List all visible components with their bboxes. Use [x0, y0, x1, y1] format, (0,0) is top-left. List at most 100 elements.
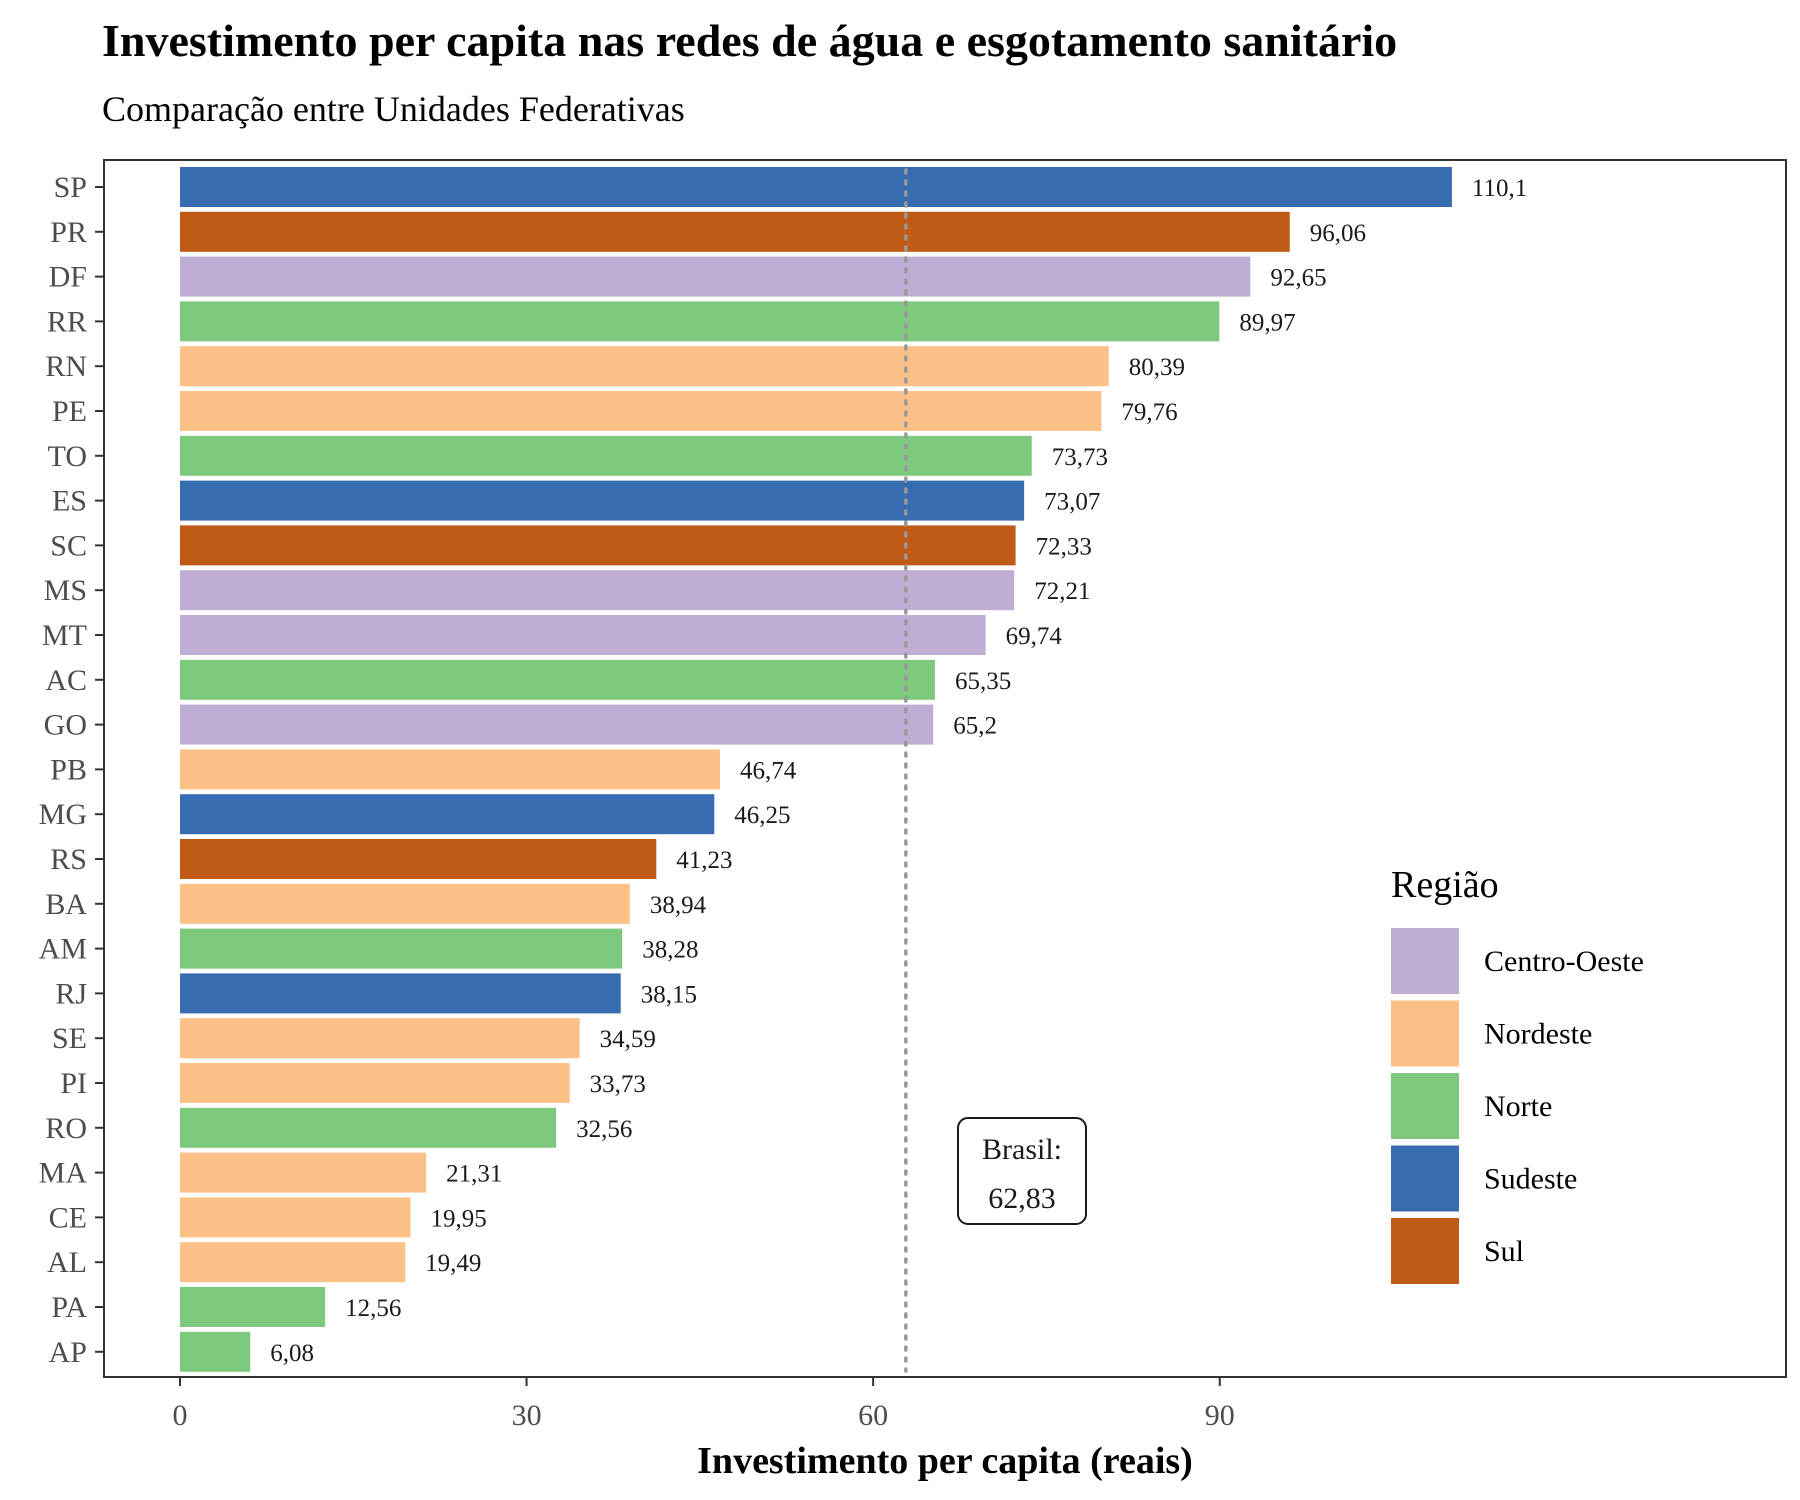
y-tick-label-to: TO — [48, 440, 87, 473]
bar-value-label-pe: 79,76 — [1121, 399, 1177, 426]
bar-value-label-mt: 69,74 — [1006, 623, 1063, 650]
bar-labels-group: 110,1 96,06 92,65 89,97 80,39 79,76 73,73 73,07… — [270, 175, 1527, 1367]
bar-value-label-go: 65,2 — [953, 713, 997, 740]
bar-pb — [180, 749, 720, 790]
y-tick-label-ro: RO — [45, 1112, 87, 1145]
bar-value-label-al: 19,49 — [425, 1250, 481, 1277]
y-tick-label-ba: BA — [45, 888, 87, 921]
bar-pa — [180, 1287, 326, 1327]
annotation-label-line1: Brasil: — [982, 1133, 1062, 1166]
bar-value-label-df: 92,65 — [1270, 265, 1326, 292]
bar-value-label-ba: 38,94 — [650, 892, 707, 919]
bar-value-label-pb: 46,74 — [740, 757, 797, 784]
y-tick-label-pe: PE — [52, 395, 87, 428]
bar-value-label-to: 73,73 — [1052, 444, 1108, 471]
x-tick-label-30: 30 — [512, 1399, 542, 1432]
y-tick-label-mt: MT — [42, 619, 87, 652]
legend-swatch-sul — [1391, 1218, 1459, 1284]
bar-sp — [180, 167, 1452, 207]
bar-value-label-rn: 80,39 — [1129, 354, 1185, 381]
bar-go — [180, 704, 934, 745]
bar-df — [180, 256, 1251, 297]
y-tick-label-rj: RJ — [55, 977, 87, 1010]
chart-subtitle: Comparação entre Unidades Federativas — [102, 89, 685, 129]
bar-rn — [180, 346, 1109, 387]
bar-value-label-pr: 96,06 — [1310, 220, 1366, 247]
bar-value-label-rr: 89,97 — [1239, 309, 1295, 336]
bar-value-label-pa: 12,56 — [345, 1295, 401, 1322]
bar-value-label-sc: 72,33 — [1036, 533, 1092, 560]
bar-value-label-am: 38,28 — [642, 937, 698, 964]
legend-swatch-sudeste — [1391, 1145, 1459, 1212]
legend-label-norte: Norte — [1484, 1090, 1552, 1123]
bars-group — [180, 167, 1452, 1372]
x-tick-label-0: 0 — [173, 1399, 188, 1432]
y-tick-label-ap: AP — [49, 1336, 87, 1369]
bar-rs — [180, 839, 657, 879]
y-tick-label-rs: RS — [50, 843, 87, 876]
y-tick-label-pi: PI — [60, 1067, 87, 1100]
y-tick-label-go: GO — [44, 709, 87, 742]
reference-annotation: Brasil: 62,83 — [957, 1117, 1087, 1225]
legend: Região Centro-Oeste Nordeste Norte Sudeste S… — [1391, 864, 1644, 1284]
legend-swatch-centro-oeste — [1391, 928, 1459, 994]
legend-label-nordeste: Nordeste — [1484, 1018, 1592, 1051]
bar-pe — [180, 391, 1102, 431]
bar-ro — [180, 1107, 557, 1148]
bar-value-label-ms: 72,21 — [1034, 578, 1090, 605]
legend-label-centro-oeste: Centro-Oeste — [1484, 945, 1644, 978]
y-tick-label-mg: MG — [39, 798, 87, 831]
y-tick-label-rr: RR — [47, 305, 87, 338]
bar-pi — [180, 1063, 570, 1103]
y-tick-label-ma: MA — [39, 1157, 88, 1190]
legend-label-sudeste: Sudeste — [1484, 1163, 1577, 1196]
bar-value-label-ma: 21,31 — [446, 1161, 502, 1188]
bar-al — [180, 1242, 406, 1283]
legend-title: Região — [1391, 864, 1499, 906]
bar-ac — [180, 659, 935, 700]
bar-ba — [180, 883, 630, 924]
annotation-label-line2: 62,83 — [988, 1182, 1056, 1215]
bar-ce — [180, 1197, 411, 1238]
y-tick-label-df: DF — [49, 261, 87, 294]
bar-es — [180, 480, 1025, 521]
legend-swatch-nordeste — [1391, 1000, 1459, 1067]
legend-label-sul: Sul — [1484, 1235, 1524, 1268]
bar-to — [180, 435, 1032, 476]
x-axis-label: Investimento per capita (reais) — [697, 1440, 1193, 1482]
y-tick-label-pb: PB — [50, 753, 87, 786]
bar-value-label-mg: 46,25 — [734, 802, 790, 829]
y-tick-label-rn: RN — [45, 350, 87, 383]
bar-ma — [180, 1152, 427, 1193]
bar-value-label-ap: 6,08 — [270, 1340, 314, 1367]
annotation-box — [957, 1117, 1087, 1225]
y-tick-label-pa: PA — [51, 1291, 87, 1324]
bar-ap — [180, 1331, 251, 1372]
y-tick-label-ce: CE — [49, 1201, 87, 1234]
y-tick-label-al: AL — [47, 1246, 87, 1279]
bar-rj — [180, 973, 621, 1014]
bar-value-label-rs: 41,23 — [676, 847, 732, 874]
bar-value-label-es: 73,07 — [1044, 489, 1100, 516]
x-tick-label-90: 90 — [1205, 1399, 1235, 1432]
y-tick-label-se: SE — [52, 1022, 87, 1055]
bar-ms — [180, 570, 1015, 611]
bar-value-label-rj: 38,15 — [641, 981, 697, 1008]
bar-value-label-ro: 32,56 — [576, 1116, 632, 1143]
legend-swatch-norte — [1391, 1073, 1459, 1139]
y-tick-label-ms: MS — [44, 574, 87, 607]
y-tick-label-am: AM — [39, 933, 87, 966]
y-tick-label-es: ES — [52, 485, 87, 518]
bar-value-label-pi: 33,73 — [590, 1071, 646, 1098]
bar-mg — [180, 794, 715, 835]
bar-mt — [180, 615, 986, 655]
bar-pr — [180, 211, 1290, 252]
bar-sc — [180, 525, 1016, 566]
bar-value-label-ce: 19,95 — [430, 1205, 486, 1232]
bar-value-label-ac: 65,35 — [955, 668, 1011, 695]
bar-am — [180, 928, 623, 969]
y-tick-label-sp: SP — [54, 171, 87, 204]
y-tick-label-ac: AC — [45, 664, 87, 697]
x-tick-label-60: 60 — [858, 1399, 888, 1432]
